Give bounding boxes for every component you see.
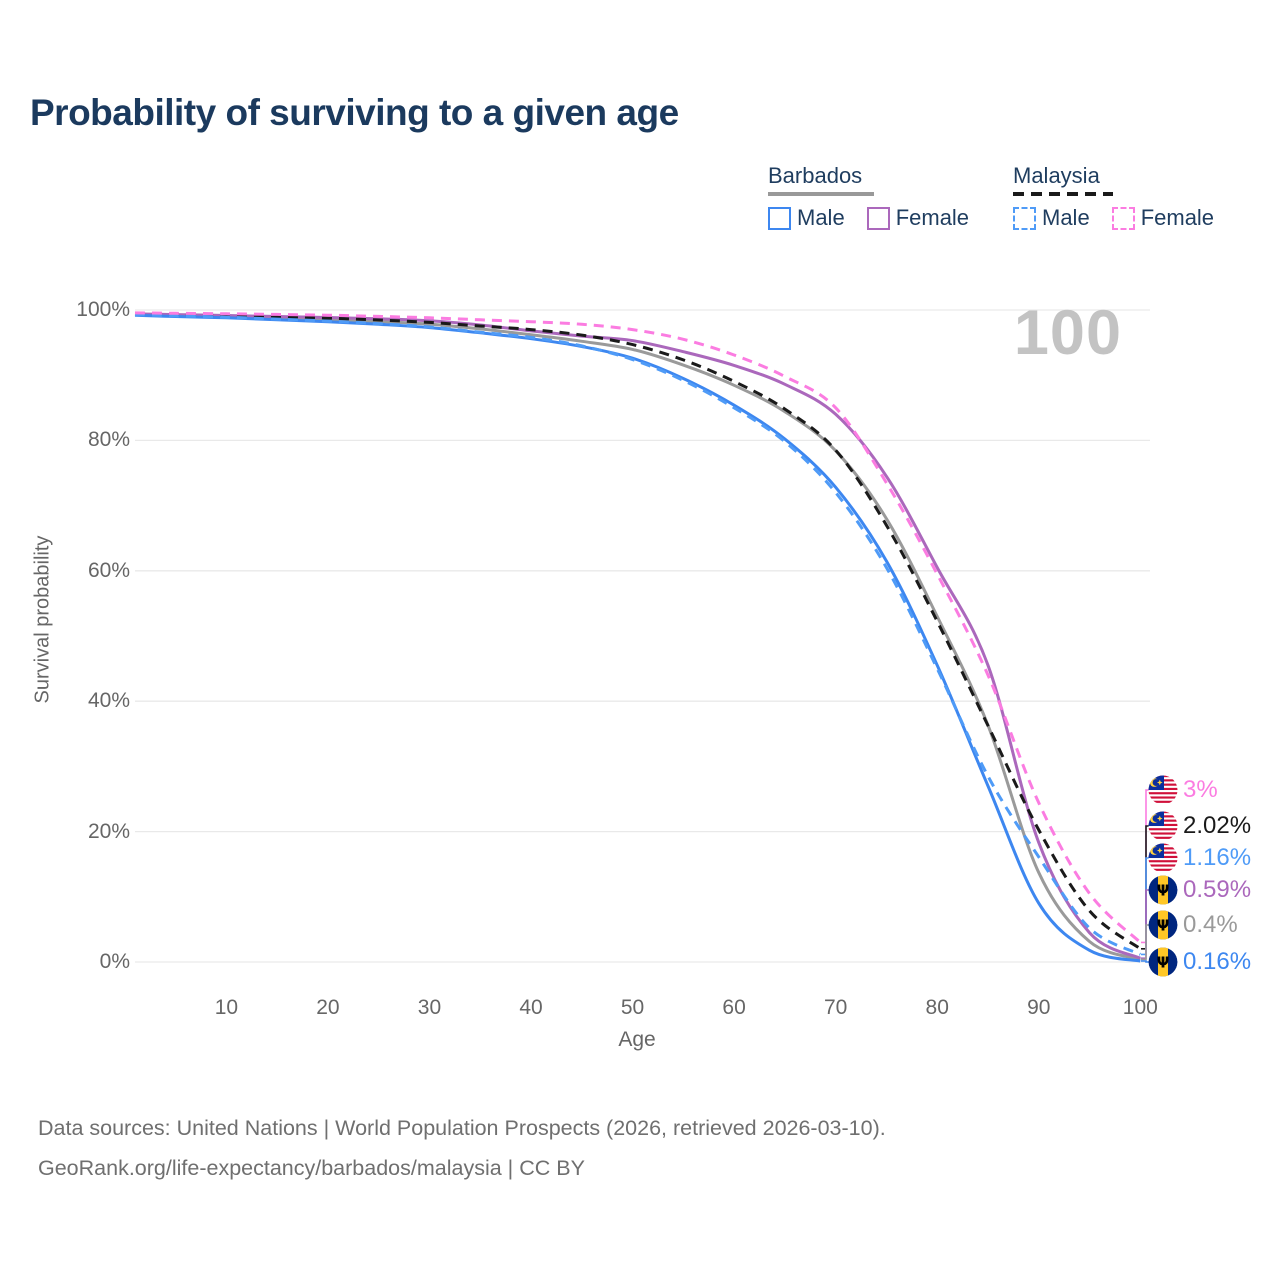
legend-label-malaysia-male: Male <box>1042 205 1090 230</box>
malaysia-flag-icon <box>1148 811 1178 841</box>
barbados-flag-icon: Ψ <box>1148 910 1178 940</box>
svg-text:Ψ: Ψ <box>1157 917 1170 935</box>
legend-swatch-barbados-female <box>866 206 890 230</box>
end-label-barbados-male: Ψ 0.16% <box>1148 946 1251 978</box>
end-value: 0.59% <box>1183 876 1252 903</box>
legend-linestyle-barbados-solid <box>768 192 874 196</box>
connector-barbados-total <box>1141 924 1149 961</box>
x-tick-60: 60 <box>722 996 746 1019</box>
x-tick-40: 40 <box>519 996 543 1019</box>
end-label-malaysia-male: 1.16% <box>1148 842 1251 874</box>
legend-group-malaysia: Malaysia Male Female <box>1013 164 1236 231</box>
curve-malaysia-total <box>134 312 1142 951</box>
footer: Data sources: United Nations | World Pop… <box>38 1108 886 1188</box>
curve-malaysia-female <box>134 311 1142 944</box>
legend-row-malaysia: Male Female <box>1013 205 1236 231</box>
y-tick-40%: 40% <box>87 689 130 713</box>
y-tick-60%: 60% <box>87 558 130 582</box>
legend-row-barbados: Male Female <box>768 205 991 231</box>
y-tick-0%: 0% <box>99 950 130 973</box>
x-tick-90: 90 <box>1027 996 1051 1019</box>
curve-malaysia-male <box>134 313 1141 956</box>
legend-label-barbados-male: Male <box>797 205 845 230</box>
legend-swatch-malaysia-male <box>1013 206 1036 230</box>
footer-attribution: GeoRank.org/life-expectancy/barbados/mal… <box>38 1156 585 1180</box>
legend-item-malaysia-male[interactable]: Male <box>1013 205 1090 231</box>
curve-barbados-female <box>134 312 1141 960</box>
y-tick-80%: 80% <box>87 428 130 452</box>
legend-item-barbados-male[interactable]: Male <box>768 205 845 231</box>
end-label-malaysia-female: 3% <box>1148 774 1218 806</box>
legend-item-barbados-female[interactable]: Female <box>866 205 970 231</box>
x-tick-80: 80 <box>925 996 949 1019</box>
end-value: 0.16% <box>1183 948 1252 975</box>
legend-country-barbados: Barbados <box>768 163 863 188</box>
x-tick-100: 100 <box>1122 996 1158 1019</box>
end-label-malaysia-total: 2.02% <box>1148 810 1251 842</box>
footer-data-sources: Data sources: United Nations | World Pop… <box>38 1116 886 1140</box>
curve-barbados-total <box>134 313 1141 961</box>
end-value: 1.16% <box>1183 844 1252 871</box>
x-tick-50: 50 <box>620 996 645 1019</box>
legend-swatch-malaysia-female <box>1111 206 1135 230</box>
svg-text:Ψ: Ψ <box>1157 882 1170 900</box>
end-label-barbados-female: Ψ 0.59% <box>1148 874 1251 906</box>
end-value: 2.02% <box>1183 812 1252 839</box>
y-tick-20%: 20% <box>87 819 130 843</box>
end-value: 0.4% <box>1183 911 1238 938</box>
legend-group-barbados: Barbados Male Female <box>768 164 991 231</box>
malaysia-flag-icon <box>1148 775 1178 805</box>
end-label-barbados-total: Ψ 0.4% <box>1148 909 1238 941</box>
x-tick-20: 20 <box>316 996 340 1019</box>
legend-item-malaysia-female[interactable]: Female <box>1111 205 1215 231</box>
connector-barbados-female <box>1141 889 1149 959</box>
legend-linestyle-malaysia-dashed <box>1013 192 1113 196</box>
connector-barbados-male <box>1141 960 1149 963</box>
x-axis-title: Age <box>618 1028 656 1051</box>
legend-label-barbados-female: Female <box>895 205 970 230</box>
age-counter-watermark: 100 <box>1013 298 1122 368</box>
legend-swatch-barbados-male <box>768 206 791 230</box>
barbados-flag-icon: Ψ <box>1148 875 1178 905</box>
barbados-flag-icon: Ψ <box>1148 947 1178 977</box>
svg-text:Ψ: Ψ <box>1157 954 1170 972</box>
x-tick-30: 30 <box>417 996 442 1019</box>
x-tick-10: 10 <box>214 996 239 1019</box>
end-value: 3% <box>1183 776 1218 803</box>
page-title: Probability of surviving to a given age <box>30 92 679 133</box>
malaysia-flag-icon <box>1148 843 1178 873</box>
legend-label-malaysia-female: Female <box>1140 205 1215 230</box>
legend-country-malaysia: Malaysia <box>1013 163 1100 188</box>
y-tick-100%: 100% <box>76 298 130 321</box>
x-tick-70: 70 <box>823 996 848 1019</box>
curve-barbados-male <box>134 313 1141 963</box>
